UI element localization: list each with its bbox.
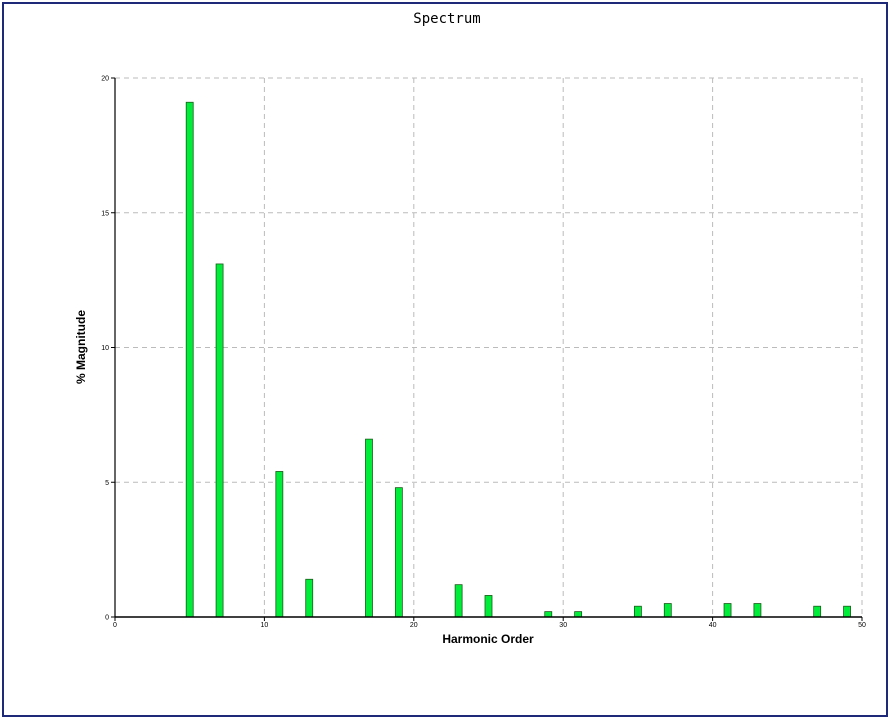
bar-harmonic-17 xyxy=(365,438,373,618)
x-tick-label: 10 xyxy=(261,622,269,629)
bar-harmonic-7 xyxy=(215,263,224,618)
bar-series xyxy=(185,101,851,618)
y-tick-label: 0 xyxy=(105,615,109,622)
grid-lines xyxy=(115,77,863,617)
y-tick-label: 20 xyxy=(101,76,109,83)
tick-labels: 0 5 10 15 20 0 10 20 30 40 50 xyxy=(101,76,866,630)
bar-harmonic-41 xyxy=(723,603,732,618)
chart-title: Spectrum xyxy=(413,11,481,27)
x-tick-label: 0 xyxy=(113,622,117,629)
bar-harmonic-35 xyxy=(634,605,642,618)
x-axis-label: Harmonic Order xyxy=(442,632,534,646)
bar-harmonic-23 xyxy=(454,584,463,618)
y-tick-label: 15 xyxy=(101,210,109,217)
bar-harmonic-49 xyxy=(843,605,851,618)
bar-harmonic-25 xyxy=(484,595,493,618)
x-tick-label: 30 xyxy=(559,622,567,629)
x-tick-label: 50 xyxy=(858,622,866,629)
bar-harmonic-29 xyxy=(544,611,553,618)
y-tick-label: 5 xyxy=(105,480,109,487)
x-tick-label: 40 xyxy=(709,622,717,629)
bar-harmonic-19 xyxy=(394,487,403,618)
y-tick-label: 10 xyxy=(101,345,109,352)
bar-harmonic-47 xyxy=(813,605,822,618)
bar-harmonic-13 xyxy=(305,578,314,618)
y-axis-label: % Magnitude xyxy=(74,310,88,384)
bar-harmonic-43 xyxy=(753,603,762,618)
axes xyxy=(111,77,863,621)
bar-harmonic-11 xyxy=(275,471,284,618)
bar-harmonic-37 xyxy=(663,603,672,618)
bar-harmonic-31 xyxy=(574,611,583,618)
x-tick-label: 20 xyxy=(410,622,418,629)
bar-harmonic-5 xyxy=(185,101,194,618)
